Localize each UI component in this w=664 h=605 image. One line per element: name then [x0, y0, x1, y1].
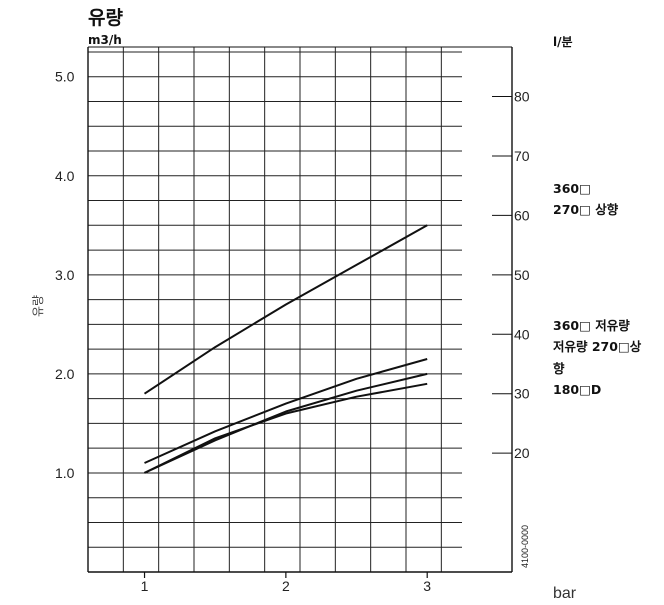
- series-layer: [143, 224, 428, 474]
- series-line: [144, 372, 428, 474]
- y-tick-label: 1.0: [55, 465, 75, 481]
- x-axis-label: bar: [553, 585, 577, 602]
- y-tick-label: 4.0: [55, 168, 75, 184]
- series-line: [143, 224, 428, 395]
- x-tick-label: 2: [282, 578, 290, 594]
- y-tick-label: 5.0: [55, 69, 75, 85]
- y-tick-label: 2.0: [55, 366, 75, 382]
- right-tick-label: 60: [514, 207, 530, 223]
- x-tick-labels: 1 2 3: [141, 572, 431, 594]
- annotation-1-line-2: 270□ 상향: [553, 202, 619, 217]
- x-tick-label: 1: [141, 578, 149, 594]
- right-tick-label: 50: [514, 267, 530, 283]
- x-tick-label: 3: [423, 578, 431, 594]
- grid: [87, 46, 513, 573]
- code-label: 4100-0000: [520, 525, 530, 568]
- y-axis-side-label: 유량: [31, 295, 45, 317]
- right-axis: 20 30 40 50 60 70 80: [492, 89, 530, 461]
- right-tick-label: 20: [514, 445, 530, 461]
- right-tick-label: 30: [514, 386, 530, 402]
- annotation-2-line-4: 180□D: [553, 382, 601, 397]
- right-tick-label: 80: [514, 89, 530, 105]
- right-tick-label: 40: [514, 326, 530, 342]
- series-line: [144, 382, 428, 474]
- right-tick-label: 70: [514, 148, 530, 164]
- left-unit-label: m3/h: [88, 33, 122, 47]
- y-tick-labels: 1.0 2.0 3.0 4.0 5.0: [55, 69, 75, 481]
- series-line: [144, 358, 428, 464]
- annotation-2-line-2: 저유량 270□상: [553, 339, 642, 354]
- right-unit-label: l/분: [553, 35, 573, 49]
- annotation-group-1: 360□ 270□ 상향: [553, 181, 619, 217]
- annotation-group-2: 360□ 저유량 저유량 270□상 향 180□D: [553, 318, 642, 397]
- chart-title: 유량: [88, 7, 123, 29]
- annotation-1-line-1: 360□: [553, 181, 591, 196]
- annotation-2-line-1: 360□ 저유량: [553, 318, 630, 333]
- annotation-2-line-3: 향: [553, 361, 565, 376]
- y-tick-label: 3.0: [55, 267, 75, 283]
